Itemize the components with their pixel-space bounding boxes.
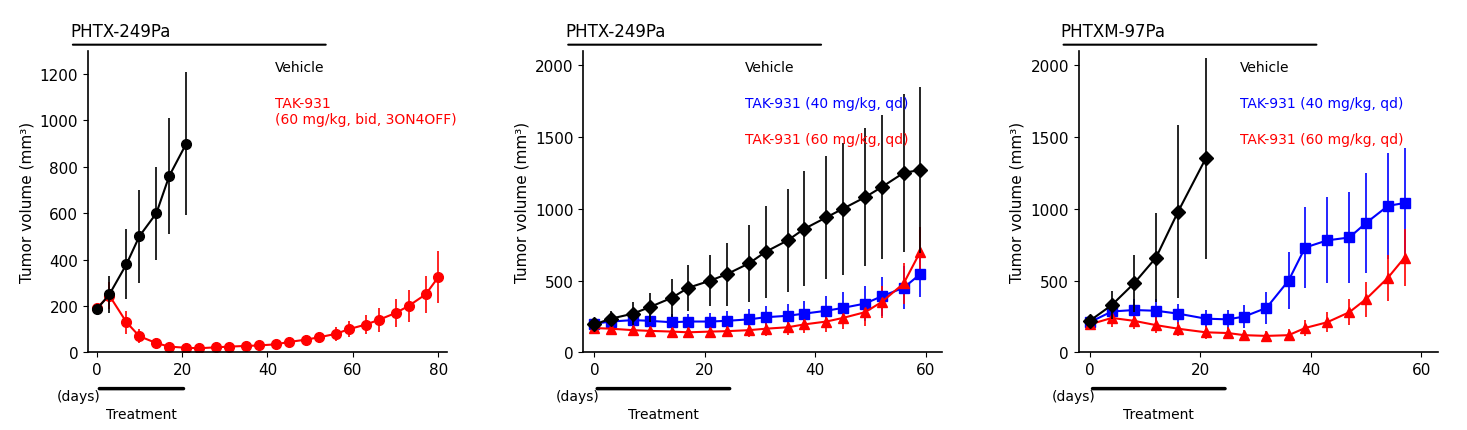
Text: TAK-931 (60 mg/kg, qd): TAK-931 (60 mg/kg, qd) [1240,133,1404,147]
Text: TAK-931 (40 mg/kg, qd): TAK-931 (40 mg/kg, qd) [745,97,908,111]
Text: Vehicle: Vehicle [274,61,324,74]
Y-axis label: Tumor volume (mm³): Tumor volume (mm³) [515,122,530,283]
Y-axis label: Tumor volume (mm³): Tumor volume (mm³) [19,122,34,283]
Text: (days): (days) [57,389,101,402]
Text: Treatment: Treatment [106,407,178,421]
Text: (days): (days) [1052,389,1096,402]
Text: Treatment: Treatment [1124,407,1194,421]
Text: Vehicle: Vehicle [745,61,795,74]
Text: Treatment: Treatment [628,407,698,421]
Y-axis label: Tumor volume (mm³): Tumor volume (mm³) [1009,122,1025,283]
Text: (days): (days) [556,389,600,402]
Text: TAK-931 (60 mg/kg, qd): TAK-931 (60 mg/kg, qd) [745,133,908,147]
Text: Vehicle: Vehicle [1240,61,1289,74]
Text: TAK-931
(60 mg/kg, bid, 3ON4OFF): TAK-931 (60 mg/kg, bid, 3ON4OFF) [274,97,456,127]
Text: PHTXM-97Pa: PHTXM-97Pa [1061,23,1166,41]
Text: PHTX-249Pa: PHTX-249Pa [565,23,666,41]
Text: PHTX-249Pa: PHTX-249Pa [70,23,170,41]
Text: TAK-931 (40 mg/kg, qd): TAK-931 (40 mg/kg, qd) [1240,97,1404,111]
